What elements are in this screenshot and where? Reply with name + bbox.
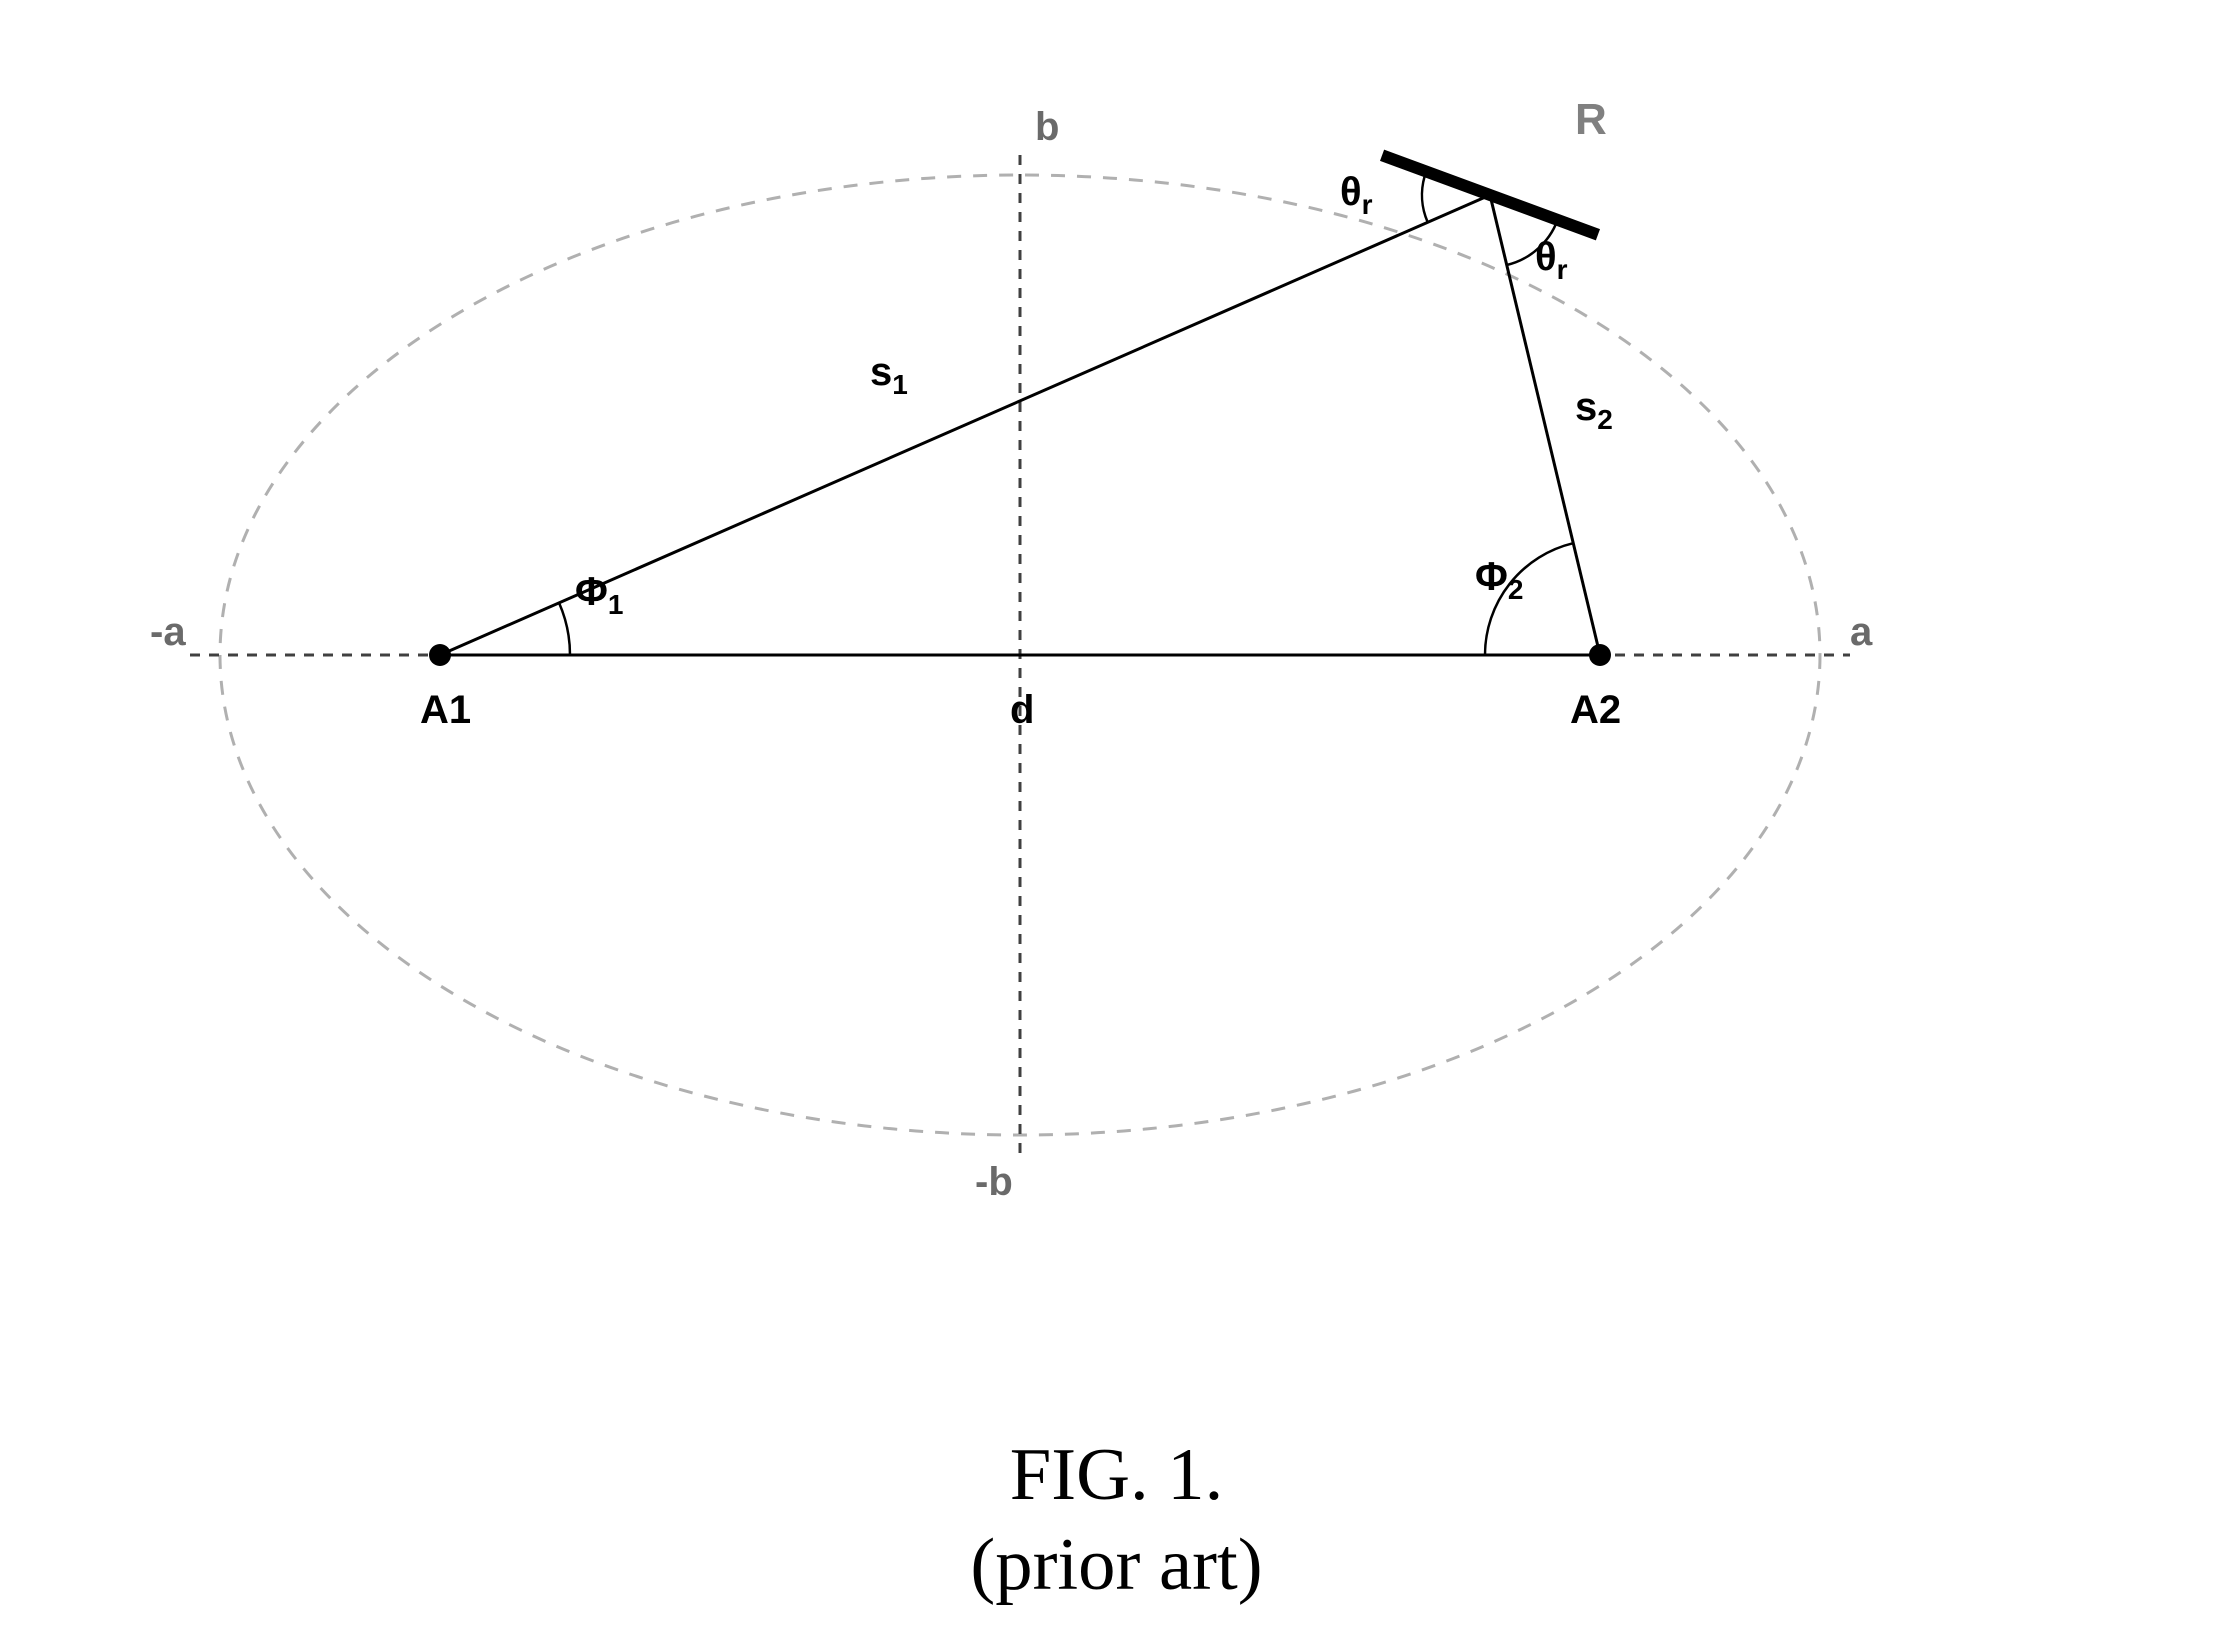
label-minus-a: -a (150, 610, 186, 655)
label-s2: s2 (1575, 385, 1613, 436)
label-d: d (1010, 688, 1034, 733)
label-b: b (1035, 105, 1059, 150)
caption-line-2: (prior art) (0, 1520, 2233, 1610)
label-a: a (1850, 610, 1872, 655)
label-focus-a1: A1 (420, 688, 471, 733)
label-reflector-r: R (1575, 95, 1607, 145)
label-theta-r-left: θr (1340, 170, 1373, 221)
figure-page: -a a b -b A1 A2 d R s1 s2 Φ1 Φ2 θr θr FI… (0, 0, 2233, 1650)
label-phi2: Φ2 (1475, 555, 1523, 606)
label-phi1: Φ1 (575, 570, 623, 621)
label-theta-r-right: θr (1535, 235, 1568, 286)
label-s1: s1 (870, 350, 908, 401)
label-minus-b: -b (975, 1160, 1013, 1205)
label-focus-a2: A2 (1570, 688, 1621, 733)
figure-svg (0, 0, 2233, 1650)
figure-caption: FIG. 1. (prior art) (0, 1430, 2233, 1609)
caption-line-1: FIG. 1. (0, 1430, 2233, 1520)
